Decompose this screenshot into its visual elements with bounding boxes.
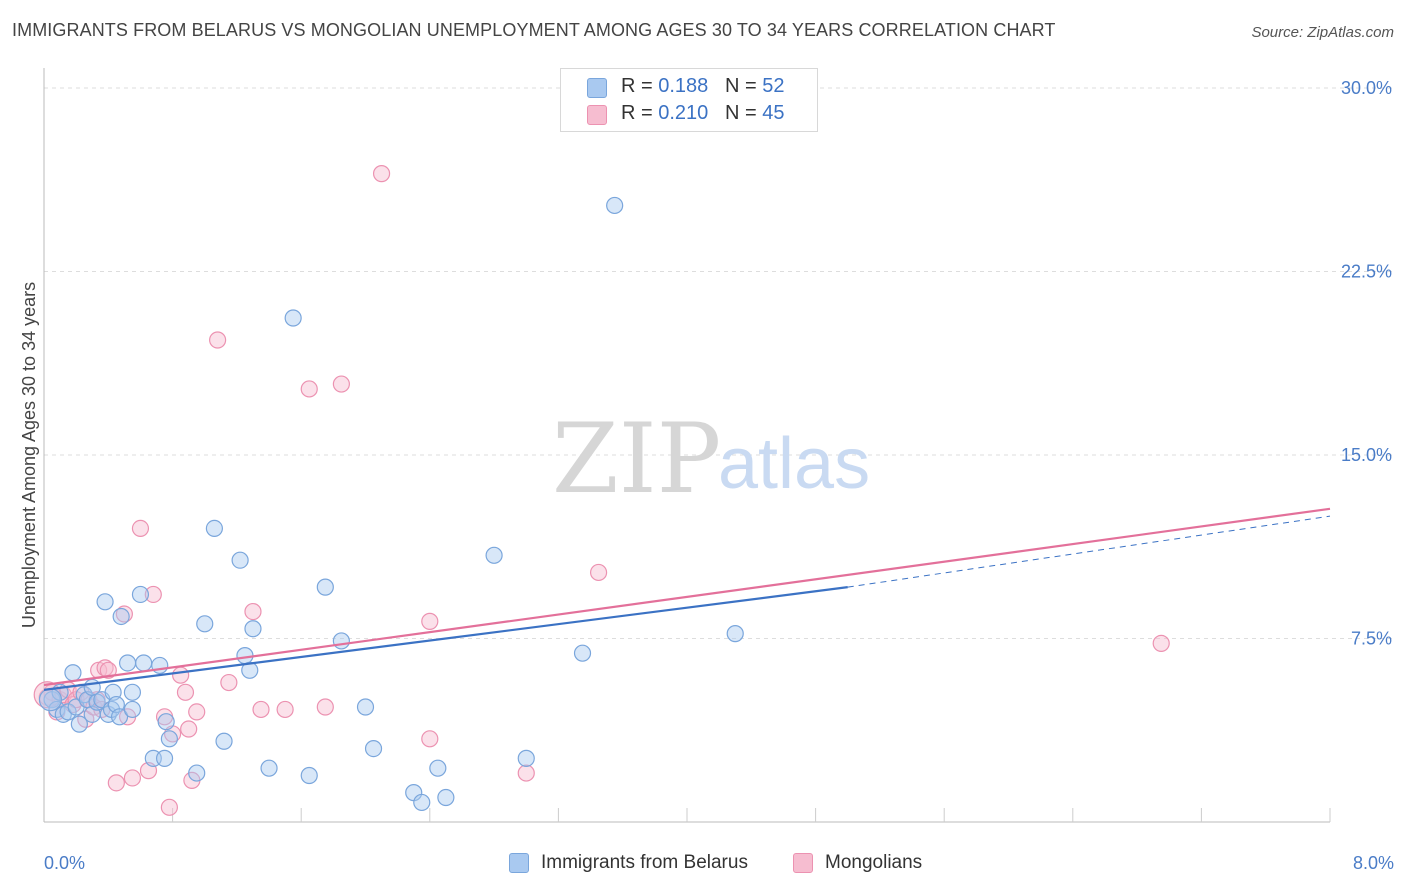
data-point bbox=[99, 661, 117, 679]
data-point bbox=[172, 666, 190, 684]
data-point bbox=[421, 730, 439, 748]
chart-title: IMMIGRANTS FROM BELARUS VS MONGOLIAN UNE… bbox=[12, 20, 1056, 40]
data-point bbox=[123, 700, 142, 719]
legend-n-value-mongolians: 45 bbox=[762, 102, 785, 124]
data-point bbox=[220, 673, 238, 692]
data-point bbox=[260, 759, 278, 777]
data-point bbox=[160, 798, 178, 816]
data-point bbox=[372, 165, 391, 183]
legend-n-label: N = bbox=[724, 102, 763, 124]
data-point bbox=[241, 661, 259, 679]
data-point bbox=[196, 615, 214, 633]
data-point bbox=[144, 585, 162, 604]
source-label: Source: ZipAtlas.com bbox=[1251, 24, 1394, 41]
bottom-legend-swatch-belarus bbox=[509, 853, 529, 873]
data-point bbox=[209, 331, 227, 349]
y-tick-label: 30.0% bbox=[1341, 78, 1392, 98]
data-point bbox=[215, 732, 233, 750]
legend-n-value-belarus: 52 bbox=[762, 75, 785, 97]
data-point bbox=[118, 654, 137, 672]
data-point bbox=[589, 563, 608, 582]
data-point bbox=[188, 764, 206, 782]
data-point bbox=[96, 593, 114, 611]
data-point bbox=[205, 519, 223, 538]
trend-line-mongolians bbox=[43, 507, 1331, 687]
y-tick-label: 22.5% bbox=[1341, 262, 1392, 282]
data-point bbox=[421, 612, 439, 630]
data-point bbox=[252, 700, 270, 719]
data-point bbox=[300, 766, 318, 785]
data-point bbox=[437, 788, 455, 807]
data-point bbox=[231, 551, 249, 569]
data-point bbox=[726, 625, 744, 643]
data-point bbox=[157, 713, 175, 731]
data-point bbox=[115, 605, 133, 623]
legend-n-label: N = bbox=[724, 75, 763, 97]
legend-swatch-belarus bbox=[587, 78, 607, 98]
legend-swatch-mongolians bbox=[587, 105, 607, 125]
data-point bbox=[123, 769, 142, 787]
data-point bbox=[88, 693, 106, 711]
data-point bbox=[176, 683, 195, 701]
data-point bbox=[151, 656, 169, 675]
y-tick-label: 7.5% bbox=[1351, 629, 1392, 649]
x-tick-label: 8.0% bbox=[1353, 853, 1394, 873]
data-point bbox=[429, 759, 447, 777]
data-point bbox=[517, 764, 535, 782]
watermark: ZIP atlas bbox=[552, 403, 870, 515]
legend-r-label: R = bbox=[621, 102, 659, 124]
legend-r-value-belarus: 0.188 bbox=[658, 75, 709, 97]
trend-line-belarus-extension bbox=[847, 515, 1331, 588]
data-point bbox=[276, 700, 294, 719]
data-point bbox=[573, 644, 592, 662]
data-point bbox=[332, 375, 350, 393]
data-point bbox=[110, 708, 129, 726]
data-point bbox=[135, 654, 153, 672]
data-point bbox=[300, 380, 318, 398]
bottom-legend-label-belarus: Immigrants from Belarus bbox=[541, 852, 748, 873]
x-tick-label: 0.0% bbox=[44, 853, 85, 873]
data-point bbox=[316, 578, 334, 596]
data-point bbox=[364, 739, 383, 758]
bottom-legend-label-mongolians: Mongolians bbox=[825, 852, 923, 873]
data-point bbox=[123, 683, 142, 701]
data-point bbox=[131, 585, 150, 604]
data-point-cluster bbox=[38, 688, 63, 712]
data-point bbox=[59, 703, 77, 721]
y-axis-label: Unemployment Among Ages 30 to 34 years bbox=[19, 282, 39, 628]
data-point bbox=[70, 715, 88, 733]
watermark-zip: ZIP bbox=[552, 403, 721, 515]
data-point bbox=[356, 698, 375, 716]
data-point bbox=[180, 720, 198, 738]
tick-labels: 7.5% 15.0% 22.5% 30.0% 0.0% 8.0% bbox=[44, 78, 1394, 873]
data-point bbox=[517, 749, 535, 767]
data-point bbox=[413, 793, 431, 812]
series-belarus-points bbox=[38, 196, 744, 812]
watermark-atlas: atlas bbox=[718, 424, 870, 504]
legend-r-value-mongolians: 0.210 bbox=[658, 102, 709, 124]
data-point bbox=[244, 602, 262, 621]
data-point bbox=[332, 632, 350, 650]
data-point bbox=[284, 309, 302, 327]
y-tick-label: 15.0% bbox=[1341, 445, 1392, 465]
trend-lines bbox=[43, 507, 1331, 691]
data-point bbox=[107, 774, 125, 792]
stats-legend: R = 0.188 N = 52 R = 0.210 N = 45 bbox=[560, 68, 818, 132]
trend-line-belarus bbox=[43, 586, 848, 691]
data-point bbox=[160, 730, 178, 748]
data-point bbox=[1152, 634, 1170, 652]
data-point bbox=[131, 519, 150, 538]
data-point bbox=[316, 698, 334, 716]
data-point bbox=[244, 620, 262, 638]
data-point bbox=[188, 703, 206, 721]
data-point bbox=[54, 705, 72, 723]
data-point bbox=[64, 664, 82, 682]
data-point bbox=[606, 196, 624, 215]
bottom-legend-swatch-mongolians bbox=[793, 853, 813, 873]
data-point bbox=[112, 607, 130, 626]
data-point bbox=[485, 546, 503, 564]
data-point bbox=[155, 749, 174, 767]
legend-r-label: R = bbox=[621, 75, 659, 97]
